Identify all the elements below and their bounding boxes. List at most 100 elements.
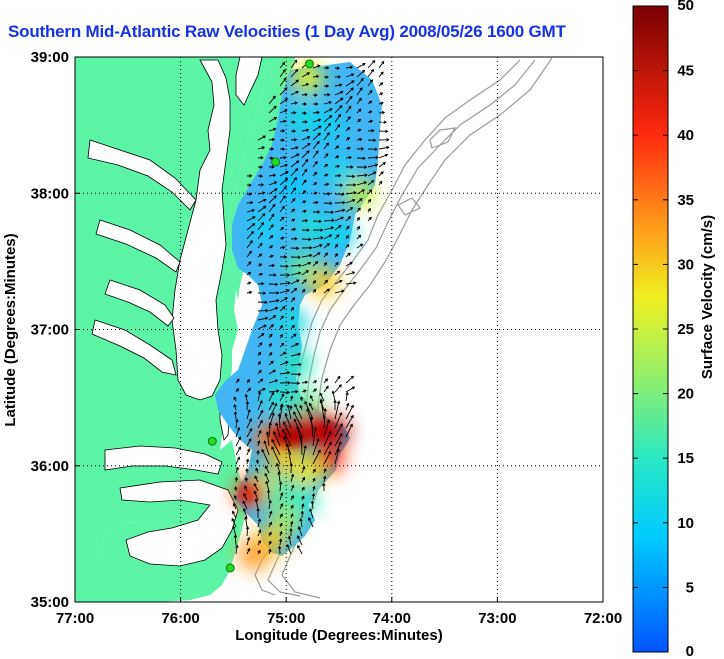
current-vector <box>279 69 286 78</box>
current-vector <box>257 199 267 204</box>
colorbar-tick-label: 20 <box>677 386 694 403</box>
current-vector-head <box>283 185 287 190</box>
current-vector-head <box>379 180 383 185</box>
current-vector-head <box>326 419 331 423</box>
current-vector <box>334 234 340 240</box>
current-vector-head <box>287 381 291 385</box>
current-vector <box>268 379 278 384</box>
current-vector-head <box>302 200 307 204</box>
current-vector-head <box>234 486 238 490</box>
colorbar-ticks: 0 5 10 15 20 25 30 35 40 45 50 <box>633 0 694 659</box>
speed-sample <box>291 456 324 489</box>
current-vector-head <box>331 218 335 223</box>
current-vector-head <box>320 228 324 232</box>
current-vector <box>356 181 367 186</box>
current-vector <box>356 198 363 204</box>
current-vector <box>257 232 263 240</box>
current-vector <box>279 351 286 357</box>
current-vector <box>334 105 343 114</box>
current-vector-head <box>246 536 251 541</box>
velocity-field <box>215 59 390 571</box>
current-vector-head <box>236 378 240 382</box>
current-vector <box>301 72 310 78</box>
current-vector-head <box>290 520 294 525</box>
current-vector-head <box>273 195 277 199</box>
current-vector-head <box>299 434 304 438</box>
current-vector-head <box>281 393 285 397</box>
current-vector <box>278 472 281 483</box>
current-vector-head <box>325 182 330 187</box>
current-vector <box>279 539 282 546</box>
hotspot-core-c <box>239 488 255 500</box>
current-vector-head <box>237 456 241 460</box>
current-vector <box>279 297 288 303</box>
grid-lines <box>75 57 603 602</box>
colorbar-tick-label: 25 <box>677 321 694 338</box>
current-vector-head <box>273 273 277 277</box>
current-vector-head <box>295 342 300 347</box>
current-vector-head <box>347 116 351 120</box>
current-vector-head <box>271 165 275 169</box>
current-vector-head <box>232 502 236 507</box>
current-vector-head <box>318 125 322 129</box>
x-tick-label: 75:00 <box>267 610 305 627</box>
current-vector <box>312 75 319 78</box>
speed-sample <box>275 306 308 339</box>
current-vector <box>301 270 309 276</box>
current-vector-head <box>319 398 323 402</box>
current-vector-head <box>280 492 284 496</box>
current-vector <box>323 108 333 114</box>
current-vector <box>312 261 318 267</box>
current-vector <box>345 199 355 204</box>
current-vector-head <box>290 504 294 509</box>
current-vector-head <box>297 255 301 259</box>
current-vector <box>356 243 363 249</box>
colorbar-tick-label: 30 <box>677 256 694 273</box>
current-vector <box>279 371 290 375</box>
current-vector <box>257 205 267 213</box>
current-vector-head <box>353 281 357 285</box>
current-vector-head <box>309 246 313 250</box>
current-vector-head <box>250 230 254 235</box>
current-vector-head <box>247 408 251 413</box>
current-vector-head <box>328 115 333 119</box>
current-vector-head <box>279 530 283 535</box>
current-vector <box>309 508 314 519</box>
current-vectors <box>231 59 390 555</box>
current-vector-head <box>313 388 317 392</box>
current-vector-head <box>246 379 250 383</box>
current-vector-head <box>303 209 307 214</box>
current-vector-head <box>245 458 250 462</box>
current-vector <box>290 288 297 294</box>
current-vector-head <box>235 418 239 422</box>
current-vector-head <box>296 160 300 164</box>
current-vector <box>312 111 320 114</box>
current-vector <box>290 333 297 339</box>
current-vector <box>345 116 351 123</box>
current-vector-head <box>274 188 278 192</box>
current-vector <box>246 250 252 258</box>
current-vector <box>279 77 287 87</box>
current-vector-head <box>386 138 390 142</box>
current-vector-head <box>261 146 266 150</box>
x-tick-label: 72:00 <box>584 610 622 627</box>
current-vector-head <box>270 156 274 160</box>
current-vector-head <box>312 477 316 482</box>
current-vector <box>268 369 276 375</box>
current-vector <box>323 442 332 456</box>
current-vector-head <box>305 158 309 163</box>
radar-station-marker <box>304 59 314 69</box>
current-vector-head <box>260 156 264 160</box>
current-vector-head <box>248 192 253 196</box>
current-vector-head <box>271 391 275 395</box>
current-vector <box>301 220 308 222</box>
current-vector-head <box>298 372 302 377</box>
current-vector <box>268 490 270 501</box>
current-vector-head <box>335 145 340 149</box>
current-vector-head <box>350 73 355 77</box>
current-vector <box>298 526 303 537</box>
current-vector-head <box>317 252 321 256</box>
current-vector <box>246 438 252 447</box>
current-vector <box>367 164 378 168</box>
current-vector-head <box>299 517 303 522</box>
